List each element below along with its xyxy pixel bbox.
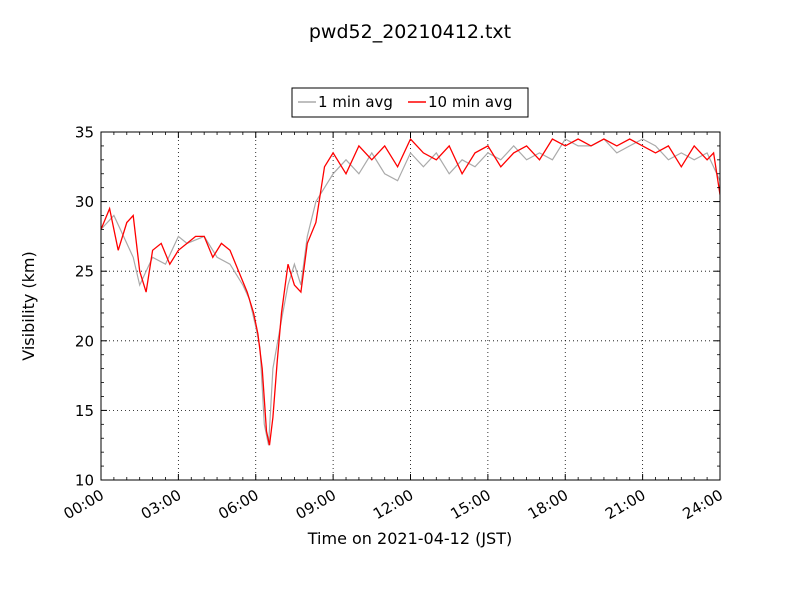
- x-axis-label: Time on 2021-04-12 (JST): [307, 529, 512, 548]
- y-tick-label: 10: [75, 472, 94, 490]
- y-axis-label: Visibility (km): [19, 251, 38, 360]
- y-tick-label: 15: [75, 402, 94, 420]
- legend: 1 min avg 10 min avg: [291, 87, 529, 118]
- legend-label-1min: 1 min avg: [318, 93, 393, 111]
- legend-label-10min: 10 min avg: [428, 93, 513, 111]
- plot-frame: [100, 131, 721, 481]
- y-tick-label: 30: [75, 193, 94, 211]
- series-line-10min: [101, 137, 720, 446]
- plot-series: [101, 137, 720, 446]
- y-tick-label: 35: [75, 124, 94, 142]
- y-tick-label: 25: [75, 263, 94, 281]
- y-tick-label: 20: [75, 332, 94, 350]
- chart-title: pwd52_20210412.txt: [309, 21, 511, 43]
